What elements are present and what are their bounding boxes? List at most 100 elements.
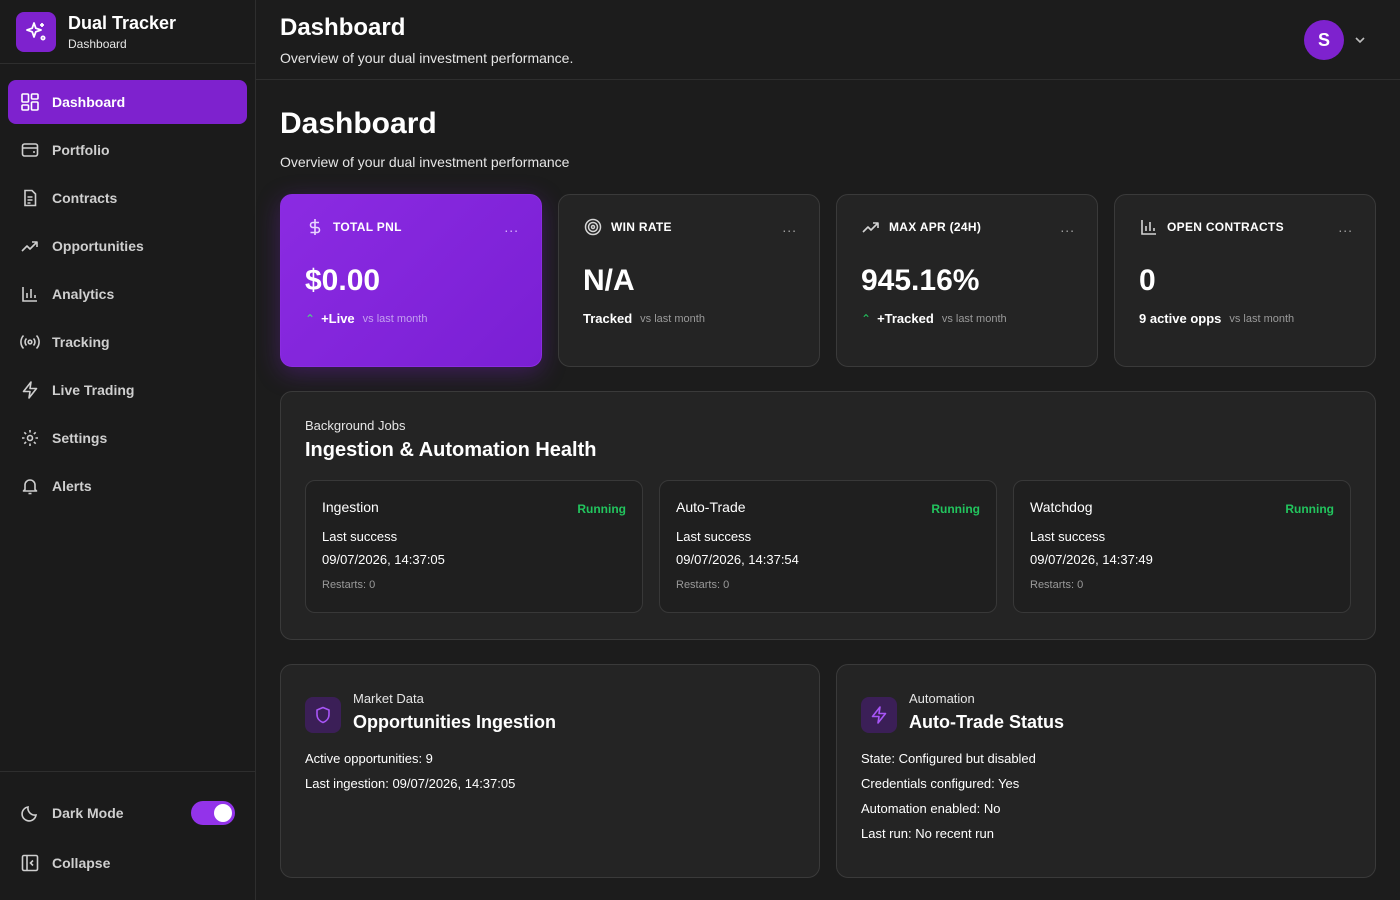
page-title: Dashboard bbox=[280, 107, 437, 140]
sidebar-item-portfolio[interactable]: Portfolio bbox=[8, 128, 247, 172]
trend-up-icon: ⌃ bbox=[861, 311, 872, 326]
sidebar-collapse-icon bbox=[20, 853, 40, 873]
brand: Dual Tracker Dashboard bbox=[0, 0, 255, 64]
sidebar-nav: Dashboard Portfolio Contracts Opportunit… bbox=[0, 64, 255, 508]
sidebar-item-label: Analytics bbox=[52, 286, 115, 302]
sidebar-item-contracts[interactable]: Contracts bbox=[8, 176, 247, 220]
sidebar-item-label: Dashboard bbox=[52, 94, 126, 110]
grid-icon bbox=[20, 92, 40, 112]
status-badge: Running bbox=[1285, 502, 1334, 516]
document-icon bbox=[20, 188, 40, 208]
dark-mode-row: Dark Mode bbox=[20, 788, 235, 838]
sidebar-item-dashboard[interactable]: Dashboard bbox=[8, 80, 247, 124]
bell-icon bbox=[20, 476, 40, 496]
stat-value: 945.16% bbox=[861, 264, 980, 297]
market-eyebrow: Market Data bbox=[353, 691, 424, 706]
sidebar-item-label: Tracking bbox=[52, 334, 110, 350]
wallet-icon bbox=[20, 140, 40, 160]
more-options-button[interactable]: ... bbox=[782, 219, 797, 235]
job-last-success-time: 09/07/2026, 14:37:49 bbox=[1030, 552, 1153, 567]
stat-value: 0 bbox=[1139, 264, 1156, 297]
dark-mode-toggle[interactable] bbox=[191, 801, 235, 825]
lightning-icon bbox=[861, 697, 897, 733]
jobs-title: Ingestion & Automation Health bbox=[305, 439, 597, 461]
stat-tag: Tracked bbox=[583, 311, 633, 326]
stat-label: WIN RATE bbox=[611, 220, 672, 234]
job-last-success-label: Last success bbox=[676, 529, 752, 544]
top-bar: Dashboard Overview of your dual investme… bbox=[256, 0, 1400, 80]
job-name: Watchdog bbox=[1030, 499, 1093, 515]
job-last-success-time: 09/07/2026, 14:37:05 bbox=[322, 552, 445, 567]
bar-chart-icon bbox=[1139, 217, 1159, 237]
job-name: Auto-Trade bbox=[676, 499, 746, 515]
header-title: Dashboard bbox=[280, 14, 406, 41]
stat-tag: 9 active opps bbox=[1139, 311, 1222, 326]
sidebar-item-label: Opportunities bbox=[52, 238, 144, 254]
job-card-auto-trade: Auto-Trade Running Last success 09/07/20… bbox=[659, 480, 997, 613]
sidebar-item-alerts[interactable]: Alerts bbox=[8, 464, 247, 508]
sidebar-item-opportunities[interactable]: Opportunities bbox=[8, 224, 247, 268]
jobs-eyebrow: Background Jobs bbox=[305, 418, 406, 433]
more-options-button[interactable]: ... bbox=[1338, 219, 1353, 235]
stat-card-total-pnl: TOTAL PNL ... $0.00 ⌃ +Live vs last mont… bbox=[280, 194, 542, 367]
user-menu[interactable]: S bbox=[1304, 20, 1368, 60]
header-subtitle: Overview of your dual investment perform… bbox=[280, 50, 574, 66]
dark-mode-label: Dark Mode bbox=[52, 805, 124, 821]
brand-subtitle: Dashboard bbox=[68, 36, 127, 51]
shield-icon bbox=[305, 697, 341, 733]
status-badge: Running bbox=[577, 502, 626, 516]
job-last-success-label: Last success bbox=[322, 529, 398, 544]
job-restarts: Restarts: 0 bbox=[1030, 579, 1084, 591]
background-jobs-card: Background Jobs Ingestion & Automation H… bbox=[280, 391, 1376, 640]
stat-value: $0.00 bbox=[305, 264, 381, 297]
automation-enabled: Automation enabled: No bbox=[861, 801, 1001, 816]
stat-card-win-rate: WIN RATE ... N/A Tracked vs last month bbox=[558, 194, 820, 367]
dollar-icon bbox=[305, 217, 325, 237]
brand-title: Dual Tracker bbox=[68, 12, 177, 33]
stat-compare: vs last month bbox=[1229, 312, 1295, 325]
market-title: Opportunities Ingestion bbox=[353, 712, 556, 732]
trending-up-icon bbox=[20, 236, 40, 256]
radio-icon bbox=[20, 332, 40, 352]
job-restarts: Restarts: 0 bbox=[322, 579, 376, 591]
sidebar-item-label: Live Trading bbox=[52, 382, 135, 398]
job-last-success-time: 09/07/2026, 14:37:54 bbox=[676, 552, 799, 567]
trending-up-icon bbox=[861, 217, 881, 237]
stat-label: TOTAL PNL bbox=[333, 220, 402, 234]
sidebar-item-live-trading[interactable]: Live Trading bbox=[8, 368, 247, 412]
stat-compare: vs last month bbox=[941, 312, 1007, 325]
sparkles-icon bbox=[16, 11, 56, 52]
last-run: Last run: No recent run bbox=[861, 826, 994, 841]
sidebar-item-analytics[interactable]: Analytics bbox=[8, 272, 247, 316]
more-options-button[interactable]: ... bbox=[504, 219, 519, 235]
credentials-configured: Credentials configured: Yes bbox=[861, 776, 1020, 791]
gear-icon bbox=[20, 428, 40, 448]
stat-tag: +Live bbox=[321, 311, 355, 326]
collapse-button[interactable]: Collapse bbox=[20, 838, 235, 888]
stat-tag: +Tracked bbox=[877, 311, 934, 326]
target-icon bbox=[583, 217, 603, 237]
sidebar-item-label: Settings bbox=[52, 430, 108, 446]
collapse-label: Collapse bbox=[52, 855, 111, 871]
trend-up-icon: ⌃ bbox=[305, 311, 316, 326]
stat-value: N/A bbox=[583, 264, 635, 297]
sidebar-footer: Dark Mode Collapse bbox=[0, 771, 255, 900]
status-badge: Running bbox=[931, 502, 980, 516]
stat-cards: TOTAL PNL ... $0.00 ⌃ +Live vs last mont… bbox=[280, 194, 1376, 367]
main-content: Dashboard Overview of your dual investme… bbox=[280, 80, 1376, 878]
automation-state: State: Configured but disabled bbox=[861, 751, 1036, 766]
job-card-ingestion: Ingestion Running Last success 09/07/202… bbox=[305, 480, 643, 613]
bar-chart-icon bbox=[20, 284, 40, 304]
stat-compare: vs last month bbox=[640, 312, 705, 325]
job-name: Ingestion bbox=[322, 499, 379, 515]
job-restarts: Restarts: 0 bbox=[676, 579, 730, 591]
sidebar-item-tracking[interactable]: Tracking bbox=[8, 320, 247, 364]
chevron-down-icon bbox=[1355, 37, 1365, 44]
toggle-knob bbox=[214, 804, 232, 822]
sidebar-item-label: Alerts bbox=[52, 478, 92, 494]
job-card-watchdog: Watchdog Running Last success 09/07/2026… bbox=[1013, 480, 1351, 613]
stat-compare: vs last month bbox=[362, 312, 428, 325]
more-options-button[interactable]: ... bbox=[1060, 219, 1075, 235]
sidebar-item-settings[interactable]: Settings bbox=[8, 416, 247, 460]
bottom-cards: Market Data Opportunities Ingestion Acti… bbox=[280, 664, 1376, 878]
